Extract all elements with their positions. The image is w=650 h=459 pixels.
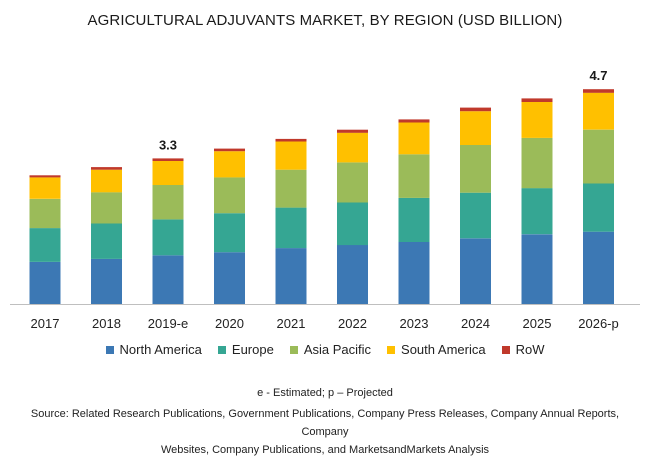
x-tick-label: 2025 <box>523 316 552 331</box>
bar-segment-north-america-2019-e <box>152 255 184 304</box>
legend-swatch <box>217 345 226 354</box>
bar-segment-north-america-2021 <box>275 248 307 304</box>
bar-segment-asia-pacific-2017 <box>29 198 61 229</box>
bar-segment-row-2025 <box>521 98 553 102</box>
bar-segment-asia-pacific-2025 <box>521 137 553 189</box>
legend-item-asia-pacific: Asia Pacific <box>289 342 372 357</box>
bar-segment-south-america-2018 <box>91 169 122 193</box>
x-tick-label: 2019-e <box>148 316 188 331</box>
bar-segment-north-america-2017 <box>29 262 61 304</box>
source-line-1: Source: Related Research Publications, G… <box>30 408 620 438</box>
legend-item-south-america: South America <box>387 342 486 357</box>
bar-segment-europe-2023 <box>398 197 430 242</box>
stacked-bar-chart: 2017 2018 2019-e 2020 2021 2022 2023 2024 2025 20… <box>10 68 640 331</box>
legend-label: RoW <box>515 342 545 357</box>
bar-segment-asia-pacific-2021 <box>275 169 307 208</box>
chart-title: AGRICULTURAL ADJUVANTS MARKET, BY REGION… <box>87 12 563 29</box>
legend-swatch <box>289 345 298 354</box>
x-tick-label: 2022 <box>338 316 367 331</box>
bar-segment-europe-2026-p <box>583 183 614 232</box>
bar-segment-asia-pacific-2022 <box>337 162 368 203</box>
chart-legend: North America Europe Asia Pacific South Ame… <box>0 342 650 357</box>
bar-segment-south-america-2024 <box>460 111 491 145</box>
bar-segment-north-america-2025 <box>521 234 553 304</box>
bar-segment-asia-pacific-2019-e <box>152 185 184 220</box>
bar-segment-europe-2021 <box>275 207 307 249</box>
bar-segment-south-america-2019-e <box>152 160 184 185</box>
legend-label: North America <box>119 342 202 357</box>
bar-segment-row-2026-p <box>583 89 614 93</box>
footnote: e - Estimated; p – Projected <box>257 387 393 399</box>
x-tick-label: 2026-p <box>578 316 618 331</box>
bar-segment-south-america-2026-p <box>583 92 614 130</box>
bar-segment-asia-pacific-2018 <box>91 192 122 224</box>
bar-segment-south-america-2023 <box>398 122 430 155</box>
bar-segment-asia-pacific-2020 <box>214 177 245 214</box>
bar-segment-south-america-2022 <box>337 132 368 163</box>
bar-segment-row-2024 <box>460 107 491 112</box>
legend-label: South America <box>401 342 486 357</box>
source-note: Source: Related Research Publications, G… <box>18 405 632 459</box>
data-label-total-2026-p: 4.7 <box>589 68 607 83</box>
legend-swatch <box>105 345 114 354</box>
bar-segment-row-2019-e <box>152 158 184 161</box>
bar-segment-north-america-2023 <box>398 242 430 304</box>
legend-item-north-america: North America <box>105 342 202 357</box>
legend-swatch <box>501 345 510 354</box>
legend-label: Asia Pacific <box>303 342 372 357</box>
bar-segment-row-2021 <box>275 138 307 142</box>
bar-segment-europe-2019-e <box>152 219 184 256</box>
bar-segment-europe-2017 <box>29 228 61 262</box>
bar-segment-row-2018 <box>91 167 122 170</box>
legend-item-row: RoW <box>501 342 545 357</box>
bar-segment-row-2023 <box>398 119 430 123</box>
bar-segment-row-2017 <box>29 175 61 178</box>
bar-segment-europe-2022 <box>337 202 368 246</box>
x-tick-label: 2020 <box>215 316 244 331</box>
x-tick-label: 2021 <box>277 316 306 331</box>
bar-segment-asia-pacific-2023 <box>398 154 430 198</box>
bar-segment-row-2020 <box>214 148 245 152</box>
bar-segment-north-america-2020 <box>214 252 245 304</box>
x-tick-label: 2017 <box>31 316 60 331</box>
source-line-2: Websites, Company Publications, and Mark… <box>160 444 490 456</box>
bar-segment-asia-pacific-2024 <box>460 145 491 193</box>
bar-segment-south-america-2020 <box>214 151 245 178</box>
x-tick-label: 2018 <box>92 316 121 331</box>
bar-segment-south-america-2017 <box>29 177 61 199</box>
bar-segment-north-america-2024 <box>460 238 491 304</box>
bar-segment-asia-pacific-2026-p <box>583 129 614 184</box>
x-tick-label: 2024 <box>461 316 490 331</box>
bar-segment-north-america-2022 <box>337 245 368 304</box>
bar-segment-north-america-2026-p <box>583 231 614 304</box>
x-tick-label: 2023 <box>400 316 429 331</box>
bar-segment-europe-2020 <box>214 213 245 253</box>
bar-segment-south-america-2021 <box>275 141 307 170</box>
data-label-total-2019-e: 3.3 <box>159 137 177 152</box>
bar-segment-europe-2025 <box>521 188 553 235</box>
bar-segment-row-2022 <box>337 129 368 133</box>
legend-swatch <box>387 345 396 354</box>
bar-segment-north-america-2018 <box>91 258 122 304</box>
bar-segment-europe-2018 <box>91 223 122 259</box>
bar-segment-europe-2024 <box>460 192 491 239</box>
legend-item-europe: Europe <box>217 342 274 357</box>
legend-label: Europe <box>231 342 274 357</box>
bar-segment-south-america-2025 <box>521 102 553 138</box>
